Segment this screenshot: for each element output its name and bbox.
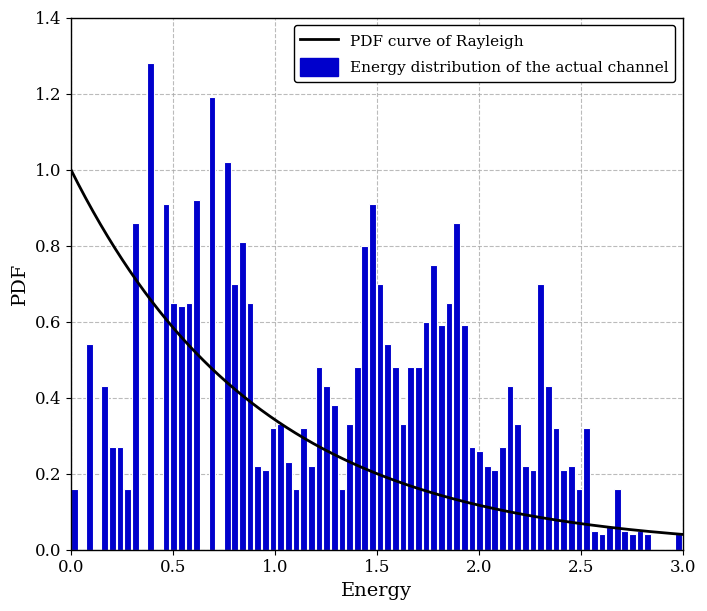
Bar <box>491 470 498 550</box>
Legend: PDF curve of Rayleigh, Energy distribution of the actual channel: PDF curve of Rayleigh, Energy distributi… <box>293 25 675 82</box>
Bar <box>239 242 246 550</box>
Bar <box>300 428 307 550</box>
Bar <box>675 535 682 550</box>
Bar <box>575 489 583 550</box>
Bar <box>132 223 139 550</box>
Bar <box>247 302 254 550</box>
X-axis label: Energy: Energy <box>341 582 412 600</box>
Bar <box>262 470 269 550</box>
Bar <box>102 386 108 550</box>
Bar <box>537 284 544 550</box>
Bar <box>553 428 559 550</box>
Bar <box>285 462 292 550</box>
Bar <box>545 386 551 550</box>
Bar <box>71 489 78 550</box>
Bar <box>308 466 315 550</box>
Bar <box>339 489 345 550</box>
Bar <box>438 326 445 550</box>
Bar <box>163 204 170 550</box>
Bar <box>361 246 368 550</box>
Bar <box>109 447 116 550</box>
Bar <box>445 302 452 550</box>
Bar <box>484 466 491 550</box>
Bar <box>515 424 521 550</box>
Bar <box>186 302 192 550</box>
Bar <box>591 530 597 550</box>
Bar <box>331 405 338 550</box>
Bar <box>354 367 361 550</box>
Bar <box>614 489 621 550</box>
Bar <box>606 527 613 550</box>
Bar <box>637 530 643 550</box>
Bar <box>277 424 284 550</box>
Bar <box>209 97 215 550</box>
Bar <box>369 204 376 550</box>
Bar <box>507 386 513 550</box>
Bar <box>568 466 575 550</box>
Bar <box>423 321 429 550</box>
Bar <box>86 345 93 550</box>
Bar <box>377 284 383 550</box>
Bar <box>621 530 629 550</box>
Bar <box>522 466 529 550</box>
Bar <box>224 162 230 550</box>
Bar <box>323 386 330 550</box>
Bar <box>231 284 238 550</box>
Bar <box>255 466 261 550</box>
Bar <box>399 424 407 550</box>
Bar <box>385 345 391 550</box>
Bar <box>392 367 399 550</box>
Bar <box>346 424 353 550</box>
Bar <box>530 470 537 550</box>
Bar <box>124 489 131 550</box>
Bar <box>407 367 414 550</box>
Bar <box>178 306 185 550</box>
Bar <box>477 451 483 550</box>
Bar <box>461 326 467 550</box>
Y-axis label: PDF: PDF <box>11 262 29 305</box>
Bar <box>499 447 506 550</box>
Bar <box>147 63 154 550</box>
Bar <box>117 447 124 550</box>
Bar <box>415 367 422 550</box>
Bar <box>469 447 475 550</box>
Bar <box>644 535 651 550</box>
Bar <box>583 428 590 550</box>
Bar <box>431 265 437 550</box>
Bar <box>293 489 299 550</box>
Bar <box>269 428 276 550</box>
Bar <box>315 367 322 550</box>
Bar <box>453 223 460 550</box>
Bar <box>560 470 567 550</box>
Bar <box>629 535 636 550</box>
Bar <box>599 535 605 550</box>
Bar <box>170 302 177 550</box>
Bar <box>193 200 200 550</box>
